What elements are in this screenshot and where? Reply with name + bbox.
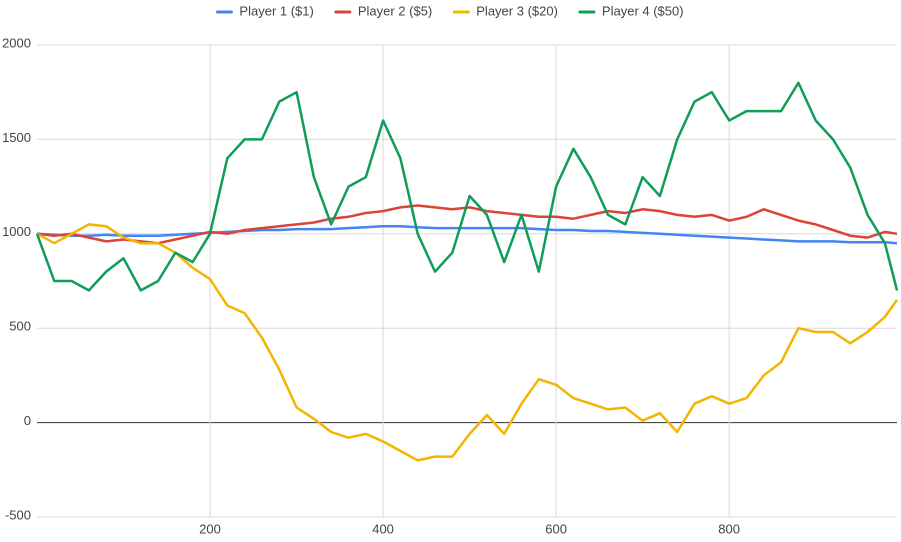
y-tick-label: 1000: [2, 224, 31, 239]
x-tick-label: 800: [718, 521, 740, 536]
y-tick-label: 0: [24, 413, 31, 428]
x-tick-label: 400: [372, 521, 394, 536]
legend-label: Player 2 ($5): [358, 3, 432, 18]
y-tick-label: 500: [9, 319, 31, 334]
series-line: [35, 81, 899, 292]
legend: Player 1 ($1) Player 2 ($5) Player 3 ($20)…: [215, 3, 684, 18]
series-line: [36, 204, 898, 245]
series-line: [36, 224, 898, 245]
y-tick-label: 2000: [2, 35, 31, 50]
x-tick-label: 600: [545, 521, 567, 536]
legend-label: Player 4 ($50): [602, 3, 684, 18]
y-tick-label: 1500: [2, 130, 31, 145]
legend-label: Player 3 ($20): [476, 3, 558, 18]
legend-label: Player 1 ($1): [239, 3, 313, 18]
series-line: [36, 223, 899, 462]
y-tick-label: -500: [5, 507, 31, 522]
x-tick-label: 200: [199, 521, 221, 536]
